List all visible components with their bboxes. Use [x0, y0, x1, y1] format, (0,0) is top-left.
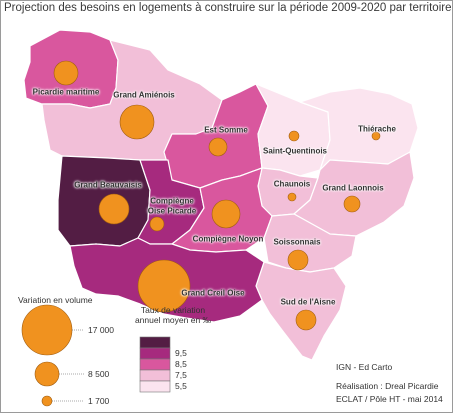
source-realisation: Réalisation : Dreal Picardie [336, 381, 439, 391]
legend-volume-large-value: 17 000 [88, 325, 114, 335]
source-eclat: ECLAT / Pôle HT - mai 2014 [336, 394, 443, 404]
legend-rate-value-3: 7,5 [175, 370, 187, 380]
circle-saint-quentinois [288, 130, 300, 142]
label-soissonnais: Soissonnais [273, 237, 321, 247]
circle-grand-beauvaisis [98, 193, 130, 225]
legend-class-4 [139, 369, 171, 382]
legend-volume-small-value: 1 700 [88, 396, 110, 406]
circle-compiegne-oise-picarde [149, 216, 165, 232]
label-compiegne-oise-picarde-1: Compiègne [150, 196, 194, 206]
circle-soissonnais [287, 249, 309, 271]
legend-class-1 [139, 336, 171, 349]
circle-chaunois [287, 192, 297, 202]
legend-volume-title: Variation en volume [18, 295, 93, 305]
territory-grand-laonnois[interactable] [293, 151, 415, 237]
legend-rate-value-4: 5,5 [175, 381, 187, 391]
legend-rate-title-line2: annuel moyen en ‰ [134, 315, 212, 325]
legend-volume-medium-value: 8 500 [88, 369, 110, 379]
legend-class-3 [139, 358, 171, 371]
legend-class-2 [139, 347, 171, 360]
circle-compiegne-noyon [211, 199, 241, 229]
circle-est-somme [208, 137, 228, 157]
legend-circle-medium [34, 361, 60, 387]
legend-rate-title-line1: Taux de variation [140, 305, 206, 315]
circle-grand-laonnois [343, 195, 361, 213]
label-saint-quentinois: Saint-Quentinois [263, 146, 327, 156]
circle-sud-aisne [295, 309, 317, 331]
legend-circle-large [21, 304, 73, 356]
label-grand-amienois: Grand Amiénois [113, 90, 175, 100]
circle-thierache [371, 131, 381, 141]
label-grand-laonnois: Grand Laonnois [322, 183, 384, 193]
label-sud-aisne: Sud de l'Aisne [280, 297, 336, 307]
label-picardie-maritime: Picardie maritime [32, 87, 100, 97]
legend-rate-value-2: 8,5 [175, 359, 187, 369]
legend-class-5 [139, 380, 171, 393]
legend-rate-value-1: 9,5 [175, 348, 187, 358]
label-chaunois: Chaunois [273, 179, 311, 189]
label-grand-creil-oise: Grand Creil Oise [181, 288, 245, 298]
label-grand-beauvaisis: Grand Beauvaisis [74, 180, 142, 190]
map-title: Projection des besoins en logements à co… [4, 2, 452, 14]
circle-grand-amienois [119, 104, 155, 140]
label-compiegne-oise-picarde-2: Oise Picarde [147, 206, 197, 216]
label-est-somme: Est Somme [204, 125, 248, 135]
circle-picardie-maritime [53, 60, 79, 86]
circle-grand-creil-oise [137, 259, 191, 313]
territory-soissonnais[interactable] [263, 213, 357, 273]
legend-rate-title: Taux de variation annuel moyen en ‰ [118, 305, 228, 325]
label-thierache: Thiérache [358, 124, 396, 134]
label-compiegne-noyon: Compiègne Noyon [192, 234, 264, 244]
legend-circle-small [41, 395, 53, 407]
source-ign: IGN - Ed Carto [336, 362, 393, 372]
